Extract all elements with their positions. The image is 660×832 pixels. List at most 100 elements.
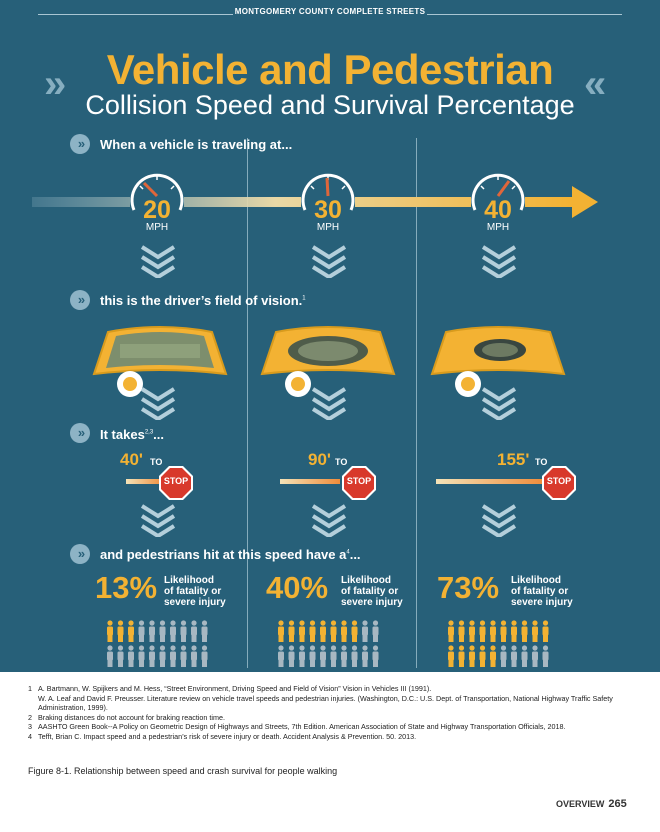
chevron-down-icon bbox=[311, 245, 347, 278]
footnote-text: Braking distances do not account for bra… bbox=[38, 712, 225, 722]
step-heading-vision: this is the driver’s field of vision.1 bbox=[100, 293, 306, 308]
stop-sign-icon bbox=[159, 466, 193, 500]
person-icon bbox=[479, 645, 486, 667]
person-icon bbox=[309, 620, 316, 642]
person-icon bbox=[521, 620, 528, 642]
chevron-down-icon bbox=[311, 387, 347, 420]
person-icon bbox=[362, 620, 368, 642]
footnote: 3 AASHTO Green Book--A Policy on Geometri… bbox=[28, 722, 628, 732]
person-icon bbox=[128, 645, 134, 667]
person-icon bbox=[191, 645, 197, 667]
person-icon bbox=[458, 645, 465, 667]
windshield-icon bbox=[430, 326, 566, 397]
person-icon bbox=[362, 645, 368, 667]
footnote: 2 Braking distances do not account for br… bbox=[28, 713, 628, 723]
figure-caption: Figure 8-1. Relationship between speed a… bbox=[28, 766, 338, 776]
person-icon bbox=[138, 645, 145, 667]
page-footer: OVERVIEW 265 bbox=[556, 798, 627, 810]
person-icon bbox=[500, 645, 507, 667]
windshield-icon bbox=[260, 326, 396, 397]
step-heading-text: this is the driver’s field of vision. bbox=[100, 293, 303, 308]
chevron-down-icon bbox=[140, 504, 176, 537]
likelihood-label: Likelihood of fatality or severe injury bbox=[511, 575, 573, 608]
stop-sign-label: STOP bbox=[346, 476, 372, 486]
person-icon bbox=[117, 645, 124, 667]
person-icon bbox=[299, 620, 305, 642]
step-heading-speed: When a vehicle is traveling at... bbox=[100, 137, 293, 152]
footnotes: 1 A. Bartmann, W. Spijkers and M. Hess, “… bbox=[28, 684, 628, 741]
likelihood-line: Likelihood bbox=[341, 575, 391, 586]
likelihood-line: of fatality or bbox=[511, 586, 569, 597]
person-icon bbox=[490, 645, 496, 667]
page-title: Vehicle and Pedestrian bbox=[106, 46, 554, 93]
speed-value: 20 bbox=[143, 196, 171, 224]
pedestrian-grid bbox=[107, 620, 208, 667]
speed-unit: MPH bbox=[486, 222, 510, 233]
step-heading-text: It takes bbox=[100, 427, 145, 442]
stop-sign-label: STOP bbox=[163, 476, 189, 486]
person-icon bbox=[180, 645, 187, 667]
chevron-down-icon bbox=[140, 245, 176, 278]
person-icon bbox=[159, 645, 166, 667]
person-icon bbox=[191, 620, 197, 642]
speed-unit: MPH bbox=[316, 222, 340, 233]
step-heading-ellipsis: ... bbox=[349, 547, 361, 562]
person-icon bbox=[117, 620, 124, 642]
banner-rule bbox=[38, 14, 233, 15]
footnote: W. A. Leaf and David F. Preusser. Litera… bbox=[28, 694, 628, 713]
column-divider bbox=[247, 138, 248, 668]
likelihood-line: severe injury bbox=[341, 597, 403, 608]
person-icon bbox=[448, 645, 454, 667]
person-icon bbox=[521, 645, 528, 667]
speedometer-icon bbox=[301, 170, 355, 218]
footnote-text: W. A. Leaf and David F. Preusser. Litera… bbox=[38, 693, 613, 713]
person-icon bbox=[469, 645, 475, 667]
person-icon bbox=[448, 620, 454, 642]
person-icon bbox=[201, 620, 208, 642]
person-icon bbox=[201, 645, 208, 667]
person-icon bbox=[107, 620, 113, 642]
person-icon bbox=[542, 645, 549, 667]
person-icon bbox=[309, 645, 316, 667]
person-icon bbox=[278, 620, 284, 642]
person-icon bbox=[330, 645, 337, 667]
page-subtitle: Collision Speed and Survival Percentage bbox=[85, 90, 575, 120]
person-icon bbox=[149, 645, 155, 667]
braking-distance-bars bbox=[126, 466, 576, 500]
person-icon bbox=[372, 620, 379, 642]
braking-distance: 90' bbox=[308, 450, 331, 469]
step-heading-text: and pedestrians hit at this speed have a bbox=[100, 547, 347, 562]
person-icon bbox=[288, 620, 295, 642]
likelihood-line: Likelihood bbox=[164, 575, 214, 586]
column-divider bbox=[416, 138, 417, 668]
person-icon bbox=[542, 620, 549, 642]
speed-unit: MPH bbox=[145, 222, 169, 233]
fatality-percent: 13% bbox=[95, 570, 158, 605]
person-icon bbox=[107, 645, 113, 667]
banner-rule bbox=[427, 14, 622, 15]
footnote-number: 2 bbox=[28, 712, 32, 722]
speed-value: 30 bbox=[314, 196, 342, 224]
footnote-number: 3 bbox=[28, 722, 32, 731]
publication-label: MONTGOMERY COUNTY COMPLETE STREETS bbox=[234, 7, 426, 16]
page-number: 265 bbox=[608, 798, 627, 810]
person-icon bbox=[159, 620, 166, 642]
footer-section: OVERVIEW bbox=[556, 799, 605, 809]
person-icon bbox=[351, 620, 358, 642]
likelihood-label: Likelihood of fatality or severe injury bbox=[164, 575, 226, 608]
footnote: 4 Tefft, Brian C. Impact speed and a pede… bbox=[28, 732, 628, 742]
footnote-number: 1 bbox=[28, 684, 32, 693]
person-icon bbox=[511, 645, 517, 667]
speedometer-icon bbox=[130, 170, 184, 218]
infographic: MONTGOMERY COUNTY COMPLETE STREETS » « V… bbox=[0, 0, 660, 672]
braking-bar bbox=[126, 479, 164, 484]
step-heading-distance: It takes2,3... bbox=[100, 427, 164, 442]
person-icon bbox=[180, 620, 187, 642]
chevron-down-icon bbox=[481, 504, 517, 537]
person-icon bbox=[341, 620, 347, 642]
step-heading-ellipsis: ... bbox=[153, 427, 164, 442]
braking-distance: 40' bbox=[120, 450, 143, 469]
person-icon bbox=[288, 645, 295, 667]
person-icon bbox=[170, 620, 176, 642]
person-icon bbox=[372, 645, 379, 667]
